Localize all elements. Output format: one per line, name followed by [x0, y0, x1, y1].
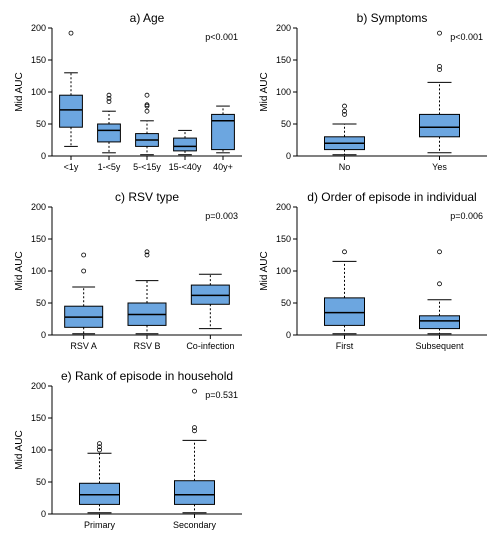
svg-text:e) Rank of episode in househol: e) Rank of episode in household	[61, 369, 233, 383]
svg-text:p<0.001: p<0.001	[450, 32, 483, 42]
svg-text:Mid AUC: Mid AUC	[14, 72, 25, 111]
svg-text:50: 50	[281, 119, 291, 129]
svg-text:First: First	[336, 341, 354, 351]
panel-c: 0 50 100 150 200 Mid AUC c) RSV type p=0.003 RSV…	[10, 189, 250, 363]
chart-grid: 0 50 100 150 200 Mid AUC a) Age p<0.001 <1y 1-<5y…	[10, 10, 491, 542]
svg-text:Subsequent: Subsequent	[415, 341, 464, 351]
svg-text:40y+: 40y+	[213, 162, 233, 172]
svg-text:b) Symptoms: b) Symptoms	[357, 11, 428, 25]
svg-text:p=0.006: p=0.006	[450, 211, 483, 221]
svg-text:150: 150	[31, 413, 46, 423]
svg-text:Mid AUC: Mid AUC	[14, 251, 25, 290]
svg-text:5-<15y: 5-<15y	[133, 162, 161, 172]
svg-text:200: 200	[31, 381, 46, 391]
svg-text:100: 100	[31, 445, 46, 455]
svg-text:50: 50	[281, 298, 291, 308]
svg-text:0: 0	[41, 330, 46, 340]
svg-text:50: 50	[36, 298, 46, 308]
svg-text:200: 200	[31, 23, 46, 33]
svg-text:a) Age: a) Age	[130, 11, 165, 25]
panel-d: 0 50 100 150 200 Mid AUC d) Order of episode i…	[255, 189, 495, 363]
svg-text:100: 100	[276, 87, 291, 97]
svg-text:Secondary: Secondary	[173, 520, 217, 530]
svg-text:d) Order of episode in individ: d) Order of episode in individual	[307, 190, 476, 204]
panel-empty	[255, 368, 495, 542]
svg-text:150: 150	[276, 55, 291, 65]
svg-text:150: 150	[31, 55, 46, 65]
svg-text:Mid AUC: Mid AUC	[259, 251, 270, 290]
svg-text:0: 0	[41, 509, 46, 519]
svg-text:p=0.531: p=0.531	[205, 390, 238, 400]
svg-text:1-<5y: 1-<5y	[98, 162, 121, 172]
panel-e: 0 50 100 150 200 Mid AUC e) Rank of episode in…	[10, 368, 250, 542]
svg-text:200: 200	[276, 23, 291, 33]
svg-text:50: 50	[36, 477, 46, 487]
svg-text:Yes: Yes	[432, 162, 447, 172]
svg-text:15-<40y: 15-<40y	[169, 162, 202, 172]
svg-text:100: 100	[31, 87, 46, 97]
svg-text:No: No	[339, 162, 351, 172]
svg-text:100: 100	[31, 266, 46, 276]
svg-text:0: 0	[286, 151, 291, 161]
svg-text:Mid AUC: Mid AUC	[14, 430, 25, 469]
svg-text:200: 200	[31, 202, 46, 212]
svg-text:0: 0	[41, 151, 46, 161]
svg-text:0: 0	[286, 330, 291, 340]
svg-text:Primary: Primary	[84, 520, 115, 530]
svg-text:<1y: <1y	[64, 162, 79, 172]
panel-b: 0 50 100 150 200 Mid AUC b) Symptoms p<0.001 No Y…	[255, 10, 495, 184]
svg-text:200: 200	[276, 202, 291, 212]
svg-text:100: 100	[276, 266, 291, 276]
svg-text:p<0.001: p<0.001	[205, 32, 238, 42]
panel-a: 0 50 100 150 200 Mid AUC a) Age p<0.001 <1y 1-<5y…	[10, 10, 250, 184]
svg-text:c) RSV type: c) RSV type	[115, 190, 179, 204]
svg-text:RSV A: RSV A	[70, 341, 97, 351]
svg-text:150: 150	[276, 234, 291, 244]
svg-text:RSV B: RSV B	[133, 341, 160, 351]
svg-text:50: 50	[36, 119, 46, 129]
svg-text:p=0.003: p=0.003	[205, 211, 238, 221]
svg-text:Co-infection: Co-infection	[186, 341, 234, 351]
svg-text:Mid AUC: Mid AUC	[259, 72, 270, 111]
svg-text:150: 150	[31, 234, 46, 244]
